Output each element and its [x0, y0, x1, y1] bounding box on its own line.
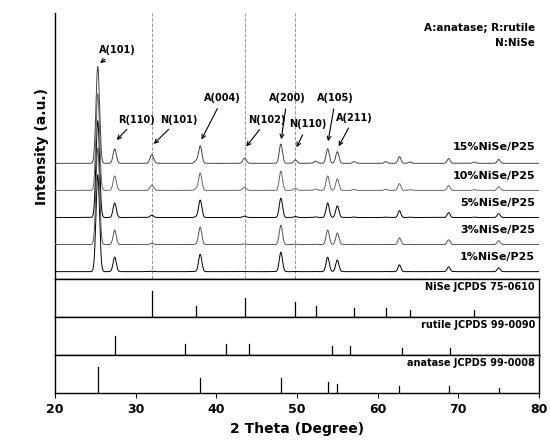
- Text: 3%NiSe/P25: 3%NiSe/P25: [460, 225, 535, 235]
- Text: 15%NiSe/P25: 15%NiSe/P25: [452, 142, 535, 152]
- Text: anatase JCPDS 99-0008: anatase JCPDS 99-0008: [407, 358, 535, 368]
- Text: 1%NiSe/P25: 1%NiSe/P25: [460, 252, 535, 262]
- Text: N:NiSe: N:NiSe: [495, 38, 535, 47]
- Text: R(110): R(110): [118, 114, 155, 139]
- Text: N(110): N(110): [289, 119, 326, 146]
- Text: A:anatase; R:rutile: A:anatase; R:rutile: [424, 23, 535, 33]
- Text: NiSe JCPDS 75-0610: NiSe JCPDS 75-0610: [425, 283, 535, 292]
- Text: A(200): A(200): [269, 93, 305, 138]
- Y-axis label: Intensity (a.u.): Intensity (a.u.): [35, 88, 50, 205]
- Text: A(101): A(101): [100, 45, 136, 62]
- Text: N(101): N(101): [155, 114, 197, 143]
- Text: A(105): A(105): [317, 93, 354, 140]
- X-axis label: 2 Theta (Degree): 2 Theta (Degree): [230, 422, 364, 436]
- Text: A(004): A(004): [202, 93, 241, 139]
- Text: 10%NiSe/P25: 10%NiSe/P25: [452, 171, 535, 181]
- Text: 5%NiSe/P25: 5%NiSe/P25: [460, 198, 535, 208]
- Text: rutile JCPDS 99-0090: rutile JCPDS 99-0090: [421, 320, 535, 330]
- Text: A(211): A(211): [336, 113, 372, 145]
- Text: N(102): N(102): [247, 114, 286, 146]
